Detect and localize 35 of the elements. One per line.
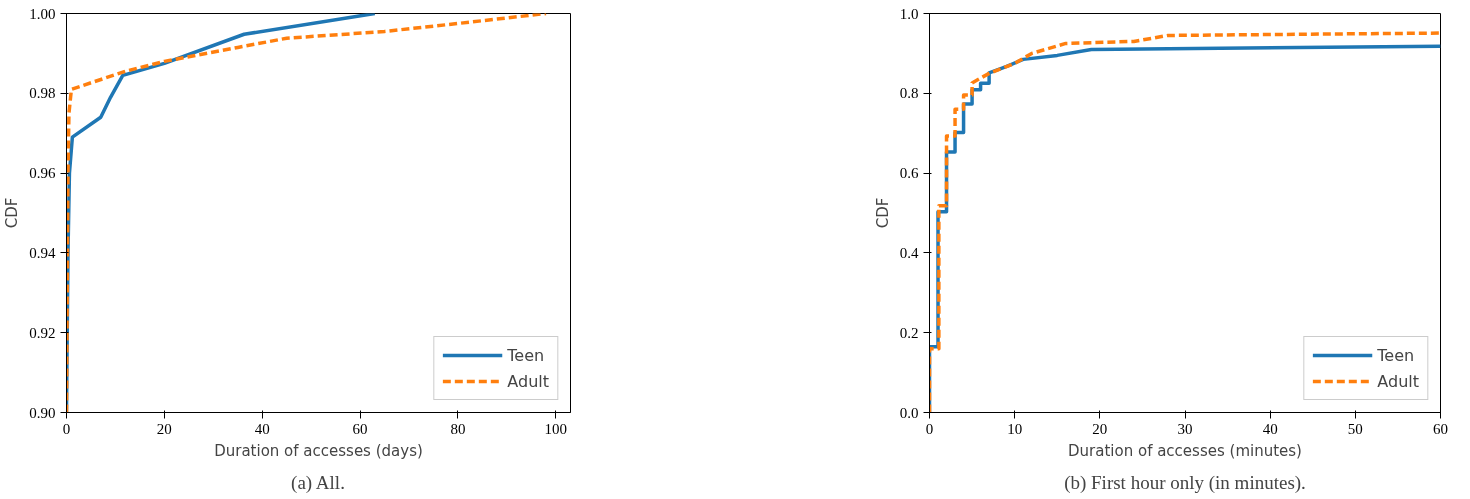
y-tick-label: 1.00 [29,5,56,22]
legend-label: Adult [1377,371,1419,391]
y-tick-label: 0.92 [29,324,56,341]
x-tick-label: 40 [254,420,270,437]
x-axis-title: Duration of accesses (days) [214,441,423,460]
y-tick-label: 0.8 [899,85,919,102]
y-tick-label: 0.96 [29,165,56,182]
y-tick-label: 0.2 [899,324,919,341]
x-axis-title: Duration of accesses (minutes) [1068,441,1302,460]
x-tick-label: 10 [1007,420,1023,437]
x-tick-label: 100 [544,420,568,437]
x-tick-label: 60 [352,420,368,437]
x-tick-label: 0 [62,420,71,437]
legend-label: Teen [1377,345,1415,365]
y-tick-label: 0.90 [29,404,56,421]
y-axis-title: CDF [3,197,22,229]
text: (b) First hour only (in minutes). [1064,471,1306,494]
legend-label: Teen [507,345,545,365]
x-tick-label: 60 [1433,420,1448,437]
y-axis-title: CDF [873,197,892,229]
text: (a) All. [291,471,345,494]
x-tick-label: 30 [1177,420,1193,437]
x-tick-label: 0 [925,420,934,437]
x-tick-label: 20 [1092,420,1108,437]
x-tick-label: 50 [1347,420,1363,437]
x-tick-label: 80 [450,420,466,437]
y-tick-label: 0.4 [899,244,919,261]
y-tick-label: 0.6 [899,165,919,182]
legend-label: Adult [507,371,549,391]
x-tick-label: 40 [1262,420,1278,437]
y-tick-label: 0.94 [29,244,56,261]
y-tick-label: 1.0 [899,5,919,22]
y-tick-label: 0.98 [29,85,56,102]
x-tick-label: 20 [156,420,172,437]
y-tick-label: 0.0 [899,404,919,421]
